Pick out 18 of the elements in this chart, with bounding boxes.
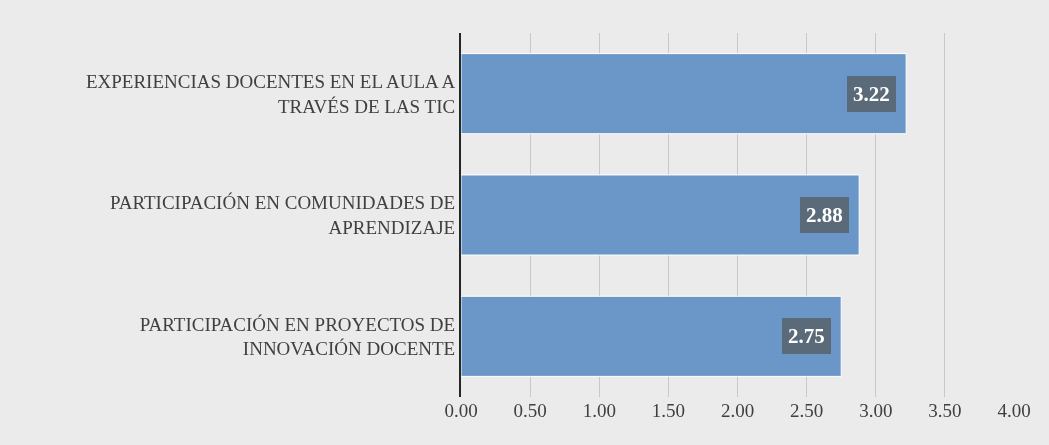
data-label: 3.22 <box>853 82 890 106</box>
x-tick-label: 0.50 <box>513 400 547 421</box>
y-tick-label: EXPERIENCIAS DOCENTES EN EL AULA A TRAVÉS DE LAS TIC <box>85 70 456 117</box>
bar <box>461 295 842 377</box>
x-tick-label: 3.50 <box>928 400 962 421</box>
data-label: 2.88 <box>806 203 843 227</box>
x-tick-label: 2.50 <box>790 400 824 421</box>
x-tick-label: 3.00 <box>859 400 893 421</box>
y-tick-label: PARTICIPACIÓN EN PROYECTOS DE INNOVACIÓN DOCENTE <box>139 313 456 360</box>
bar <box>461 53 907 135</box>
x-tick-label: 0.00 <box>444 400 478 421</box>
x-tick-label: 1.50 <box>651 400 686 421</box>
data-label: 2.75 <box>788 324 825 348</box>
bar <box>461 174 860 256</box>
y-tick-label: PARTICIPACIÓN EN COMUNIDADES DE APRENDIZAJE <box>109 192 456 238</box>
x-tick-label: 2.00 <box>720 400 755 421</box>
x-tick-label: 1.00 <box>582 400 616 421</box>
x-tick-label: 4.00 <box>997 400 1031 421</box>
